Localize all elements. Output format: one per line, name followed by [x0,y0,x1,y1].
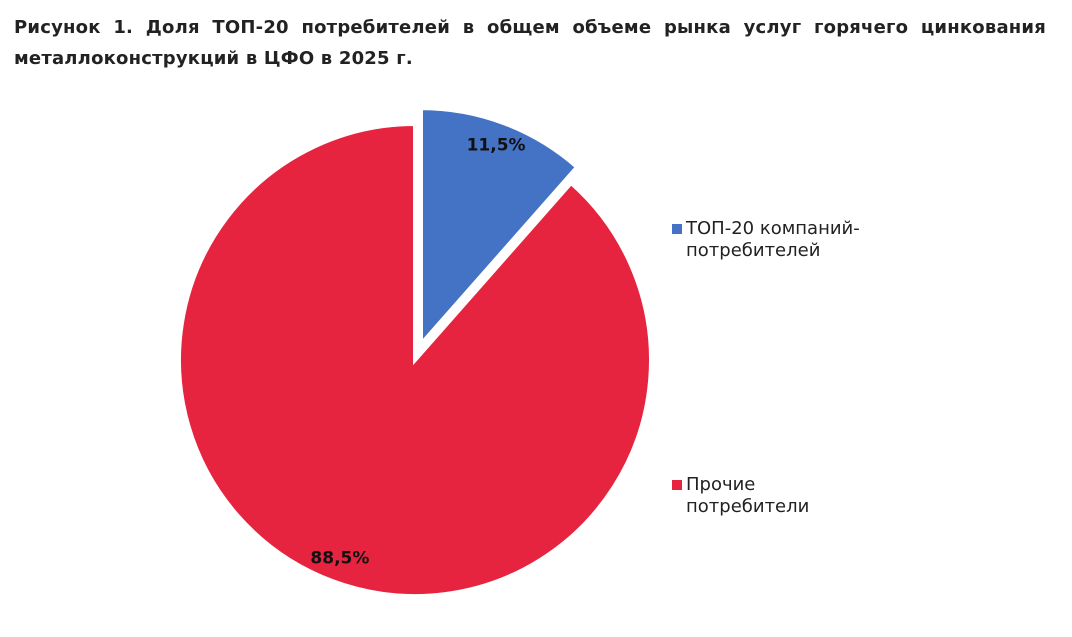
legend-entry: ТОП-20 компаний-потребителей [672,218,872,262]
legend-swatch [672,224,682,234]
chart-title: Рисунок 1. Доля ТОП-20 потребителей в об… [14,17,1046,69]
legend-label: Прочие потребители [686,474,810,517]
legend-swatch [672,480,682,490]
legend-label: ТОП-20 компаний-потребителей [686,218,860,261]
legend-entry: Прочие потребители [672,474,872,518]
pie-slice [419,106,580,350]
data-label: 11,5% [467,135,526,155]
data-label: 88,5% [310,549,369,569]
pie-slice [177,121,653,598]
